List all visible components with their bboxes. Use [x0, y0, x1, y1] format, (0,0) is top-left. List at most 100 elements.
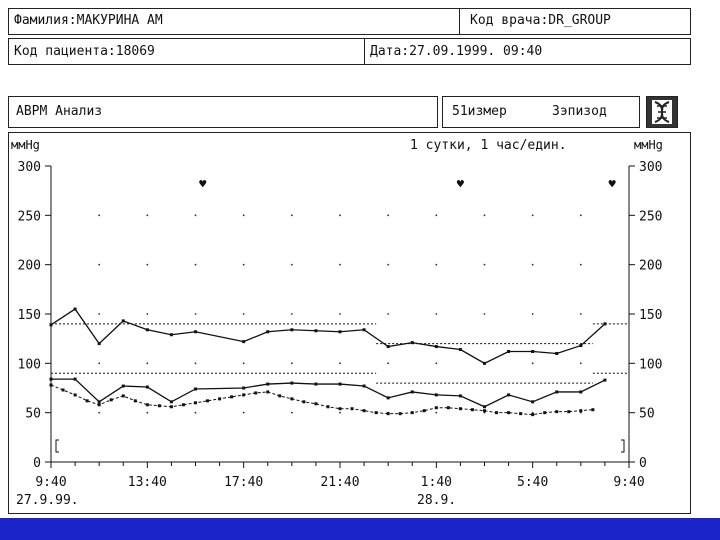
grid-dot — [435, 263, 438, 266]
heart-rate-point — [206, 399, 210, 403]
grid-dot — [146, 263, 149, 266]
heart-rate-point — [543, 411, 547, 415]
x-tick-label: 21:40 — [320, 475, 359, 490]
systolic-point — [555, 351, 559, 355]
heart-rate-point — [121, 394, 125, 398]
heart-rate-point — [266, 390, 270, 394]
doctor-code: Код врача:DR_GROUP — [470, 13, 611, 28]
grid-dot — [194, 214, 197, 217]
grid-dot — [387, 362, 390, 365]
heart-rate-point — [434, 406, 438, 410]
diastolic-point — [555, 390, 559, 394]
grid-dot — [483, 214, 486, 217]
header-row-2 — [8, 38, 691, 65]
x-tick-label: 9:40 — [35, 475, 66, 490]
diastolic-point — [266, 382, 270, 386]
diastolic-point — [169, 400, 173, 404]
heart-rate-point — [374, 411, 378, 415]
measurement-count: 51измер — [452, 104, 507, 119]
date-start: 27.9.99. — [16, 493, 79, 508]
analysis-title: ABPM Анализ — [16, 104, 103, 119]
grid-dot — [339, 411, 341, 414]
systolic-point — [338, 330, 342, 334]
x-tick-label: 13:40 — [128, 475, 167, 490]
grid-dot — [387, 263, 390, 266]
grid-dot — [435, 362, 438, 365]
systolic-point — [603, 322, 607, 326]
heart-rate-point — [290, 397, 294, 401]
diastolic-point — [121, 384, 125, 388]
y-tick-label-left: 300 — [18, 160, 41, 175]
systolic-point — [242, 340, 246, 344]
diastolic-point — [362, 384, 366, 388]
systolic-point — [458, 348, 462, 352]
heart-rate-point — [181, 403, 185, 407]
heart-rate-point — [169, 405, 173, 409]
diastolic-point — [603, 378, 607, 382]
grid-dot — [435, 313, 438, 315]
grid-dot — [98, 214, 101, 217]
systolic-point — [97, 342, 101, 346]
heart-rate-point — [49, 383, 53, 387]
x-tick-label: 17:40 — [224, 475, 263, 490]
x-tick-label: 9:40 — [613, 475, 644, 490]
header-row-1 — [8, 8, 691, 35]
dna-helix-graphic — [652, 100, 672, 124]
heart-rate-point — [579, 409, 583, 413]
heart-rate-point — [145, 403, 149, 407]
heart-rate-point — [555, 410, 559, 414]
y-tick-label-left: 150 — [18, 308, 41, 323]
y-tick-label-left: 0 — [33, 456, 41, 471]
systolic-point — [434, 345, 438, 349]
systolic-point — [579, 344, 583, 348]
patient-surname: Фамилия:МАКУРИНА АМ — [14, 13, 163, 28]
x-tick-label: 5:40 — [517, 475, 548, 490]
heart-rate-point — [109, 398, 113, 402]
systolic-point — [73, 307, 77, 311]
systolic-point — [121, 319, 125, 323]
analysis-title-box — [8, 96, 438, 128]
heart-rate-point — [157, 404, 161, 408]
diastolic-point — [242, 386, 246, 390]
grid-dot — [290, 214, 293, 217]
diastolic-point — [458, 394, 462, 398]
heart-rate-point — [386, 412, 390, 416]
grid-dot — [339, 263, 341, 266]
y-tick-label-left: 250 — [18, 209, 41, 224]
grid-dot — [339, 362, 341, 365]
grid-dot — [483, 411, 486, 414]
heart-rate-point — [194, 401, 197, 405]
heart-rate-point — [519, 412, 523, 416]
heart-rate-point — [61, 388, 65, 392]
bottom-bar — [0, 518, 720, 540]
chart-subtitle: 1 сутки, 1 час/един. — [410, 138, 567, 153]
grid-dot — [242, 313, 245, 315]
heart-rate-point — [507, 411, 511, 415]
systolic-point — [145, 328, 149, 332]
heart-rate-point — [278, 394, 282, 398]
grid-dot — [531, 313, 534, 315]
range-bracket-right — [621, 439, 625, 453]
diastolic-point — [73, 377, 77, 381]
diastolic-point — [49, 377, 53, 381]
grid-dot — [242, 263, 245, 266]
grid-dot — [483, 313, 486, 315]
y-tick-label-right: 0 — [639, 456, 647, 471]
heart-rate-point — [458, 407, 462, 411]
episode-marker: ♥ — [199, 177, 207, 191]
y-tick-label-left: 100 — [18, 357, 41, 372]
heart-rate-point — [567, 410, 571, 414]
grid-dot — [98, 263, 101, 266]
episode-marker: ♥ — [457, 177, 465, 191]
y-tick-label-right: 200 — [639, 259, 662, 274]
grid-dot — [290, 313, 293, 315]
systolic-line — [50, 308, 606, 365]
heart-rate-point — [242, 393, 246, 397]
heart-rate-point — [85, 399, 89, 403]
heart-rate-point — [230, 395, 234, 399]
dna-helix-icon[interactable] — [646, 96, 678, 128]
grid-dot — [290, 411, 293, 414]
systolic-point — [531, 349, 535, 353]
heart-rate-point — [422, 409, 426, 413]
diastolic-point — [483, 405, 486, 409]
